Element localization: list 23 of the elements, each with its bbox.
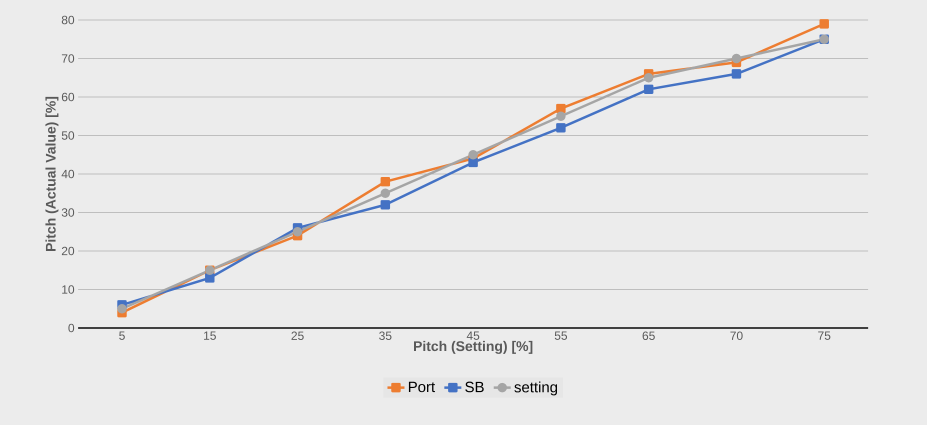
y-tick-label: 20 bbox=[62, 246, 74, 256]
x-tick-label: 55 bbox=[554, 332, 568, 340]
x-axis-title: Pitch (Setting) [%] bbox=[414, 340, 532, 354]
x-tick-label: 35 bbox=[379, 332, 392, 340]
y-axis-title: Pitch (Actual Value) [%] bbox=[45, 96, 58, 251]
y-tick-label: 80 bbox=[62, 16, 74, 24]
x-tick-label: 15 bbox=[204, 332, 216, 340]
y-tick-label: 60 bbox=[62, 92, 74, 102]
legend-label: setting bbox=[514, 381, 558, 396]
x-tick-label: 45 bbox=[466, 332, 480, 340]
y-tick-label: 0 bbox=[68, 324, 74, 332]
x-tick-label: 5 bbox=[119, 332, 125, 340]
x-tick-label: 25 bbox=[292, 332, 304, 340]
x-tick-label: 65 bbox=[642, 332, 655, 340]
x-tick-label: 75 bbox=[818, 332, 830, 340]
x-tick-label: 70 bbox=[730, 332, 743, 340]
legend-label: SB bbox=[465, 382, 484, 392]
y-tick-label: 10 bbox=[62, 285, 74, 294]
y-tick-label: 40 bbox=[62, 170, 74, 178]
y-tick-label: 30 bbox=[62, 208, 74, 217]
legend-label: Port bbox=[408, 382, 436, 392]
y-tick-label: 50 bbox=[62, 131, 74, 140]
y-tick-label: 70 bbox=[62, 54, 74, 63]
